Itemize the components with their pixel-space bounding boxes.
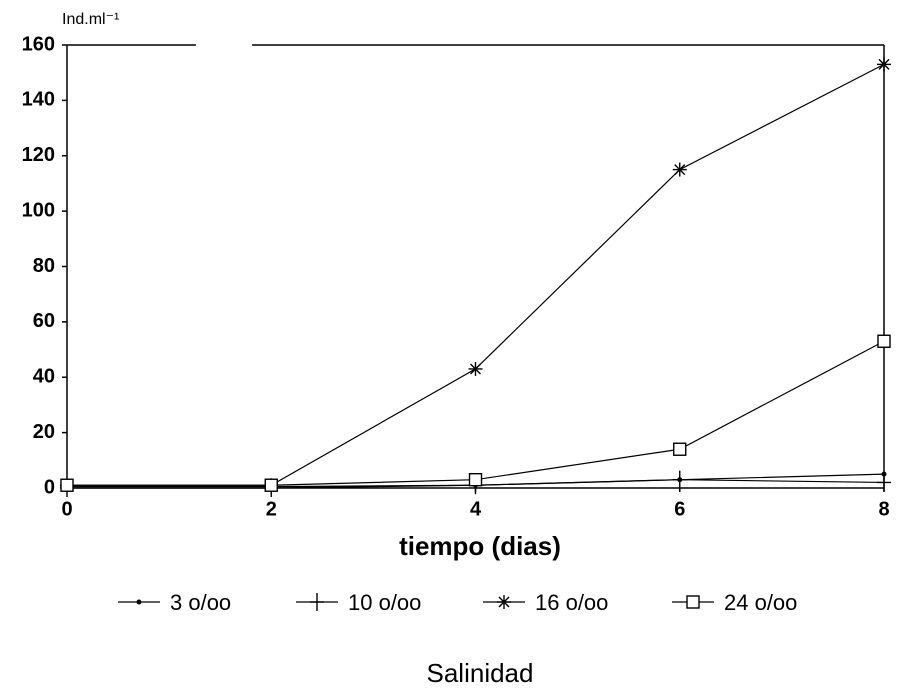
marker-dot xyxy=(136,599,142,605)
y-tick-label: 160 xyxy=(22,33,55,55)
y-tick-label: 100 xyxy=(22,199,55,221)
marker xyxy=(497,595,511,609)
marker xyxy=(673,442,687,456)
marker-square xyxy=(686,595,700,609)
legend-label: 10 o/oo xyxy=(348,590,421,615)
frame xyxy=(66,44,885,489)
marker xyxy=(310,593,324,611)
marker xyxy=(672,470,687,489)
marker xyxy=(877,334,891,348)
legend-label: 24 o/oo xyxy=(724,590,797,615)
marker xyxy=(686,595,700,609)
legend-label: 16 o/oo xyxy=(535,590,608,615)
x-tick-label: 6 xyxy=(674,498,685,520)
marker-square xyxy=(60,478,74,492)
x-tick-label: 4 xyxy=(470,498,482,520)
marker xyxy=(468,361,483,376)
marker-square xyxy=(673,442,687,456)
legend-label: 3 o/oo xyxy=(170,590,231,615)
marker xyxy=(468,472,483,487)
y-tick-label: 60 xyxy=(33,310,55,332)
marker-square xyxy=(468,472,483,487)
y-tick-label: 20 xyxy=(33,421,55,443)
y-tick-label: 0 xyxy=(44,476,55,498)
y-tick-label: 120 xyxy=(22,144,55,166)
marker xyxy=(264,478,278,492)
marker-square xyxy=(877,334,891,348)
series-line xyxy=(67,63,885,486)
y-axis-label: Ind.ml⁻¹ xyxy=(62,11,119,28)
y-tick-label: 80 xyxy=(33,255,55,277)
x-tick-label: 8 xyxy=(878,498,889,520)
legend-title: Salinidad xyxy=(427,658,534,688)
marker-stroke xyxy=(498,596,510,608)
marker xyxy=(877,473,891,492)
marker xyxy=(60,478,74,492)
marker-stroke xyxy=(674,164,686,176)
y-tick-label: 40 xyxy=(33,366,55,388)
x-tick-label: 0 xyxy=(61,498,72,520)
y-tick-label: 140 xyxy=(22,89,55,111)
x-axis-label: tiempo (dias) xyxy=(399,531,561,561)
marker-stroke xyxy=(878,58,890,70)
marker xyxy=(877,57,891,72)
marker xyxy=(136,599,142,605)
x-tick-label: 2 xyxy=(266,498,277,520)
marker-square xyxy=(264,478,278,492)
marker-stroke xyxy=(470,363,481,375)
marker xyxy=(672,162,687,177)
